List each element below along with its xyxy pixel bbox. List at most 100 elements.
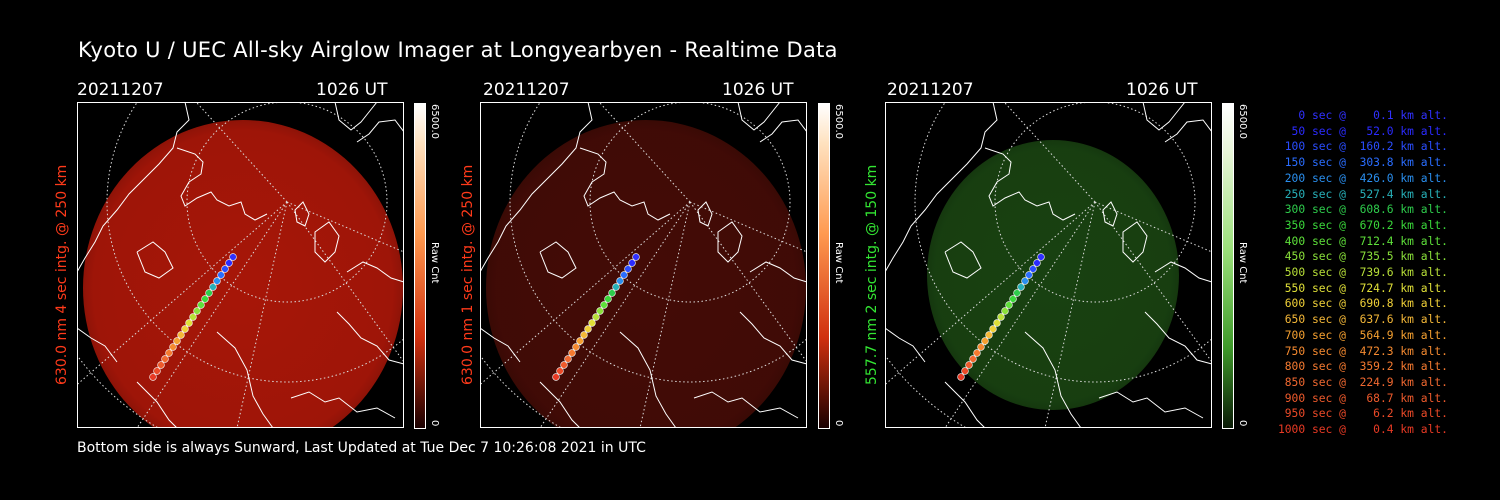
trajectory-point [1017, 283, 1025, 291]
trajectory-legend: 0 sec @ 0.1 km alt. 50 sec @ 52.0 km alt… [1268, 108, 1448, 438]
lat-lon-grid [77, 102, 404, 428]
trajectory-point [209, 283, 217, 291]
trajectory-point [596, 307, 604, 315]
trajectory-point [1005, 301, 1013, 309]
trajectory-point [977, 343, 985, 351]
trajectory-point [604, 295, 612, 303]
trajectory-point [1021, 277, 1029, 285]
trajectory-point [564, 355, 572, 363]
trajectory-point [177, 331, 185, 339]
trajectory-point [616, 277, 624, 285]
trajectory-point [576, 337, 584, 345]
legend-entry: 700 sec @ 564.9 km alt. [1277, 328, 1448, 342]
panel-1-date: 20211207 [77, 80, 164, 100]
panel-3-colorbar [1222, 103, 1234, 429]
trajectory-point [189, 313, 197, 321]
legend-entry: 450 sec @ 735.5 km alt. [1277, 250, 1448, 264]
page-title: Kyoto U / UEC All-sky Airglow Imager at … [78, 38, 838, 62]
trajectory-point [989, 325, 997, 333]
trajectory-point [221, 265, 229, 273]
legend-entry: 600 sec @ 690.8 km alt. [1277, 297, 1448, 311]
panel-3-colorbar-max: 6500.0 [1237, 104, 1248, 139]
trajectory-point [969, 355, 977, 363]
legend-entry: 400 sec @ 712.4 km alt. [1277, 234, 1448, 248]
trajectory-point [560, 361, 568, 369]
legend-entry: 900 sec @ 68.7 km alt. [1277, 391, 1448, 405]
trajectory-point [229, 253, 237, 261]
trajectory-point [580, 331, 588, 339]
panel-3-date: 20211207 [887, 80, 974, 100]
trajectory-point [225, 259, 233, 267]
trajectory-point [584, 325, 592, 333]
trajectory-point [193, 307, 201, 315]
panel-1-colorbar-max: 6500.0 [429, 104, 440, 139]
coastlines [77, 102, 404, 428]
trajectory-point [572, 343, 580, 351]
panel-2-time: 1026 UT [722, 80, 794, 100]
trajectory-point [965, 361, 973, 369]
trajectory-point [161, 355, 169, 363]
legend-entry: 150 sec @ 303.8 km alt. [1277, 156, 1448, 170]
trajectory-point [197, 301, 205, 309]
trajectory-point [1013, 289, 1021, 297]
coastlines [885, 102, 1212, 428]
trajectory-point [957, 373, 965, 381]
panel-1-colorbar-min: 0 [429, 420, 440, 427]
lat-lon-grid [885, 102, 1212, 428]
panel-2-colorbar-max: 6500.0 [833, 104, 844, 139]
legend-entry: 950 sec @ 6.2 km alt. [1277, 407, 1448, 421]
trajectory-point [217, 271, 225, 279]
panel-2-allsky-image [480, 102, 807, 428]
trajectory-point [552, 373, 560, 381]
panel-1-colorbar [414, 103, 426, 429]
panel-1-wavelength-label: 630.0 nm 4 sec intg. @ 250 km [54, 164, 70, 385]
panel-2-date: 20211207 [483, 80, 570, 100]
panel-2-colorbar-unit: Raw Cnt [833, 242, 844, 284]
trajectory-point [181, 325, 189, 333]
lat-lon-grid [480, 102, 807, 428]
panel-1-allsky-image [77, 102, 404, 428]
legend-entry: 500 sec @ 739.6 km alt. [1277, 266, 1448, 280]
trajectory-point [993, 319, 1001, 327]
trajectory-point [153, 367, 161, 375]
footer-status: Bottom side is always Sunward, Last Upda… [77, 440, 646, 456]
panel-3-time: 1026 UT [1126, 80, 1198, 100]
trajectory-point [628, 259, 636, 267]
panel-2-colorbar-min: 0 [833, 420, 844, 427]
legend-entry: 0 sec @ 0.1 km alt. [1277, 109, 1448, 122]
panel-2-colorbar [818, 103, 830, 429]
trajectory-point [608, 289, 616, 297]
trajectory-point [985, 331, 993, 339]
legend-entry: 850 sec @ 224.9 km alt. [1277, 375, 1448, 389]
trajectory-point [1029, 265, 1037, 273]
legend-entry: 550 sec @ 724.7 km alt. [1277, 281, 1448, 295]
trajectory-point [592, 313, 600, 321]
trajectory-point [556, 367, 564, 375]
trajectory-point [1001, 307, 1009, 315]
legend-entry: 100 sec @ 160.2 km alt. [1277, 140, 1448, 154]
trajectory-point [612, 283, 620, 291]
trajectory-point [961, 367, 969, 375]
trajectory-point [169, 343, 177, 351]
trajectory-point [201, 295, 209, 303]
trajectory-point [149, 373, 157, 381]
legend-entry: 300 sec @ 608.6 km alt. [1277, 203, 1448, 217]
legend-entry: 800 sec @ 359.2 km alt. [1277, 360, 1448, 374]
legend-entry: 1000 sec @ 0.4 km alt. [1277, 423, 1448, 437]
legend-entry: 250 sec @ 527.4 km alt. [1277, 187, 1448, 201]
trajectory-point [1037, 253, 1045, 261]
trajectory-point [1033, 259, 1041, 267]
trajectory-point [997, 313, 1005, 321]
trajectory-point [185, 319, 193, 327]
trajectory-point [600, 301, 608, 309]
panel-2-wavelength-label: 630.0 nm 1 sec intg. @ 250 km [460, 164, 476, 385]
allsky-disk [486, 120, 806, 428]
panel-3-allsky-image [885, 102, 1212, 428]
allsky-disk [83, 120, 403, 428]
panel-3-colorbar-unit: Raw Cnt [1237, 242, 1248, 284]
panel-3-wavelength-label: 557.7 nm 2 sec intg. @ 150 km [864, 164, 880, 385]
legend-entry: 650 sec @ 637.6 km alt. [1277, 313, 1448, 327]
trajectory-point [620, 271, 628, 279]
panel-1-colorbar-unit: Raw Cnt [429, 242, 440, 284]
